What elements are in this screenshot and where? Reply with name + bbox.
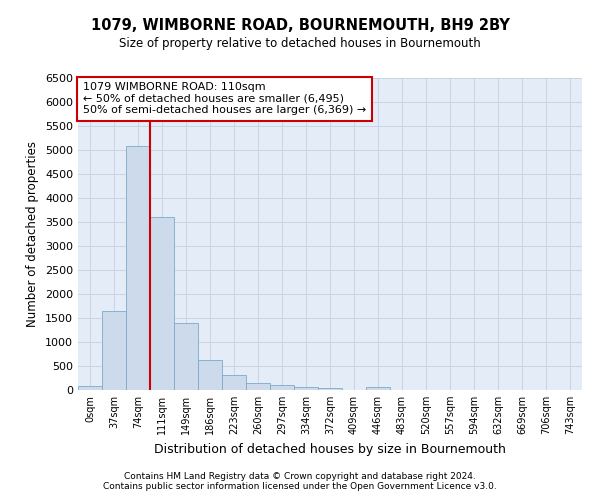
- Bar: [126, 146, 150, 390]
- Text: Size of property relative to detached houses in Bournemouth: Size of property relative to detached ho…: [119, 38, 481, 51]
- Bar: [150, 218, 174, 390]
- Bar: [102, 311, 126, 390]
- Text: Contains HM Land Registry data © Crown copyright and database right 2024.: Contains HM Land Registry data © Crown c…: [124, 472, 476, 481]
- Text: 1079 WIMBORNE ROAD: 110sqm
← 50% of detached houses are smaller (6,495)
50% of s: 1079 WIMBORNE ROAD: 110sqm ← 50% of deta…: [83, 82, 366, 116]
- Bar: [318, 388, 342, 390]
- X-axis label: Distribution of detached houses by size in Bournemouth: Distribution of detached houses by size …: [154, 442, 506, 456]
- Y-axis label: Number of detached properties: Number of detached properties: [26, 141, 40, 327]
- Text: Contains public sector information licensed under the Open Government Licence v3: Contains public sector information licen…: [103, 482, 497, 491]
- Bar: [222, 376, 246, 390]
- Bar: [270, 385, 294, 390]
- Bar: [198, 360, 222, 390]
- Bar: [366, 388, 390, 390]
- Bar: [294, 388, 318, 390]
- Bar: [246, 382, 270, 390]
- Text: 1079, WIMBORNE ROAD, BOURNEMOUTH, BH9 2BY: 1079, WIMBORNE ROAD, BOURNEMOUTH, BH9 2B…: [91, 18, 509, 32]
- Bar: [174, 322, 198, 390]
- Bar: [78, 386, 102, 390]
